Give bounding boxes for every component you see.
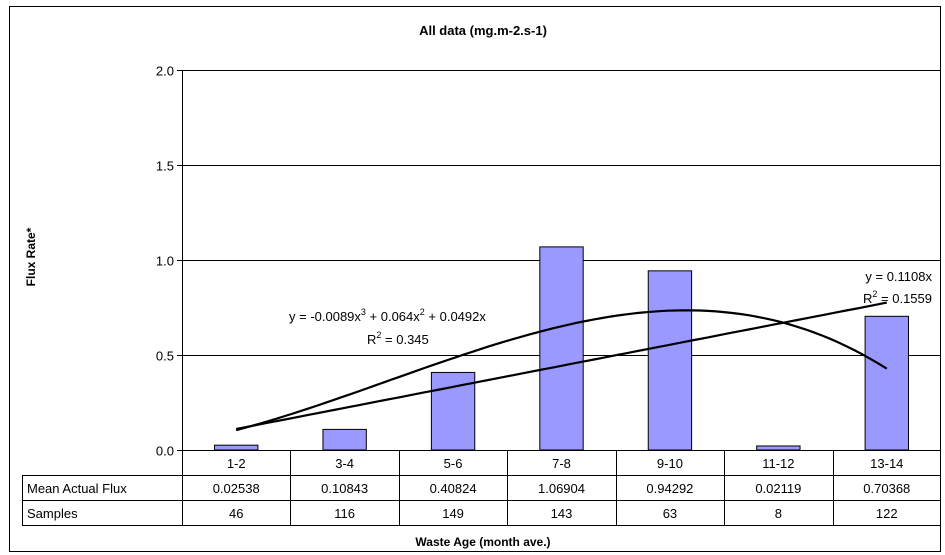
trendline-r2-polynomial: R2 = 0.345 bbox=[367, 330, 429, 347]
bars bbox=[214, 246, 909, 451]
table-cell: 149 bbox=[442, 506, 464, 521]
table-cell: 0.40824 bbox=[430, 481, 477, 496]
table-cell: 0.02119 bbox=[755, 481, 801, 496]
x-tick-label: 3-4 bbox=[335, 456, 354, 471]
trendline-equation-linear: y = 0.1108x bbox=[865, 269, 932, 284]
table-cell: 8 bbox=[775, 506, 782, 521]
table-cell: 116 bbox=[334, 506, 355, 521]
chart-svg: All data (mg.m-2.s-1) Flux Rate* Waste A… bbox=[22, 23, 940, 549]
table-cell: 46 bbox=[229, 506, 243, 521]
x-tick-label: 13-14 bbox=[870, 456, 903, 471]
x-tick-label: 7-8 bbox=[552, 456, 571, 471]
trendline-polynomial bbox=[235, 309, 888, 432]
x-tick-label: 11-12 bbox=[762, 456, 794, 471]
table-cell: 63 bbox=[663, 506, 677, 521]
x-tick-label: 9-10 bbox=[657, 456, 683, 471]
table-row-label: Mean Actual Flux bbox=[27, 481, 127, 496]
trendline-r2-linear: R2 = 0.1559 bbox=[863, 289, 932, 306]
trendline-linear bbox=[235, 301, 888, 430]
table-cell: 0.70368 bbox=[863, 481, 910, 496]
bar-3-4 bbox=[322, 428, 367, 451]
table-cell: 1.06904 bbox=[538, 481, 585, 496]
trendlines bbox=[235, 301, 888, 432]
table-cell: 0.10843 bbox=[321, 481, 368, 496]
y-tick-label: 1.5 bbox=[156, 159, 174, 174]
table-row-label: Samples bbox=[27, 506, 78, 521]
chart-frame: All data (mg.m-2.s-1) Flux Rate* Waste A… bbox=[9, 6, 941, 552]
table-cell: 0.02538 bbox=[213, 481, 260, 496]
y-axis-label: Flux Rate* bbox=[24, 227, 38, 286]
y-tick-label: 2.0 bbox=[156, 64, 174, 79]
trendline-equation-polynomial: y = -0.0089x3 + 0.064x2 + 0.0492x bbox=[289, 307, 486, 324]
y-tick-labels: 0.0 0.5 1.0 1.5 2.0 bbox=[156, 64, 174, 459]
data-table: 1-2 3-4 5-6 7-8 9-10 11-12 13-14 Mean Actual Fl… bbox=[22, 450, 940, 526]
table-cell: 0.94292 bbox=[646, 481, 693, 496]
chart-title: All data (mg.m-2.s-1) bbox=[419, 23, 547, 38]
bar-7-8 bbox=[539, 246, 584, 451]
x-axis-label: Waste Age (month ave.) bbox=[415, 535, 550, 549]
table-cell: 143 bbox=[551, 506, 573, 521]
bar-13-14 bbox=[864, 315, 909, 451]
bar-5-6 bbox=[430, 371, 476, 451]
trendline-equations: y = -0.0089x3 + 0.064x2 + 0.0492x R2 = 0.… bbox=[289, 269, 932, 347]
y-tick-label: 0.5 bbox=[156, 349, 174, 364]
y-tick-label: 0.0 bbox=[156, 444, 174, 459]
bar-11-12 bbox=[756, 445, 801, 451]
x-tick-label: 1-2 bbox=[227, 456, 246, 471]
x-tick-label: 5-6 bbox=[444, 456, 463, 471]
bar-9-10 bbox=[647, 270, 693, 451]
table-cell: 122 bbox=[876, 506, 898, 521]
y-tick-label: 1.0 bbox=[156, 254, 174, 269]
bar-1-2 bbox=[214, 444, 259, 451]
